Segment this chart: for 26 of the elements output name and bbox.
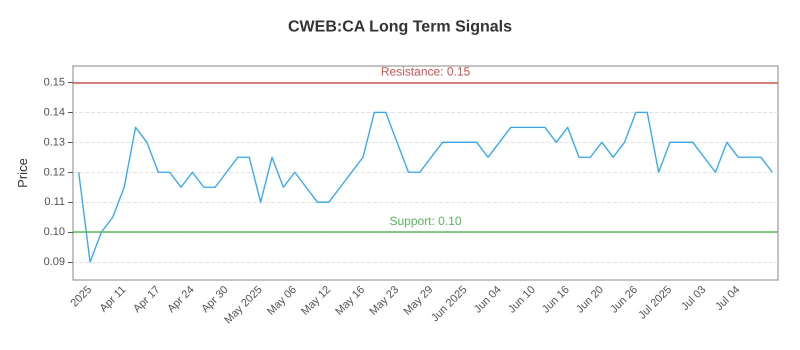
x-tick-label: Jun 16 (540, 284, 572, 316)
y-tick-label: 0.13 (44, 136, 65, 148)
x-tick-label: May 16 (333, 284, 368, 318)
x-tick-label: Jun 10 (506, 284, 538, 316)
x-tick-label: Jul 03 (679, 284, 708, 313)
x-tick-label: Jun 04 (472, 284, 504, 316)
x-tick-label: May 23 (367, 284, 402, 318)
x-tick-label: Jun 20 (574, 284, 606, 316)
ref-line-label: Support: 0.10 (389, 214, 462, 228)
x-tick-label: May 12 (299, 284, 334, 318)
x-tick-label: Apr 11 (98, 284, 128, 315)
ref-line-label: Resistance: 0.15 (380, 64, 471, 78)
y-tick-label: 0.10 (44, 226, 65, 238)
x-tick-label: May 06 (265, 284, 299, 318)
y-tick-label: 0.15 (44, 76, 65, 88)
x-tick-label: Apr 17 (131, 284, 163, 316)
x-tick-label: Jun 26 (608, 284, 640, 316)
y-tick-label: 0.12 (44, 166, 65, 178)
y-axis-title: Price (15, 158, 30, 188)
line-series (78, 112, 773, 263)
y-tick-label: 0.09 (44, 256, 65, 268)
y-tick-label: 0.11 (44, 196, 65, 208)
chart-title: CWEB:CA Long Term Signals (288, 18, 512, 36)
x-tick-label: Jul 04 (713, 284, 742, 313)
x-tick-label: Apr 24 (165, 284, 197, 316)
y-tick-label: 0.14 (44, 106, 65, 118)
